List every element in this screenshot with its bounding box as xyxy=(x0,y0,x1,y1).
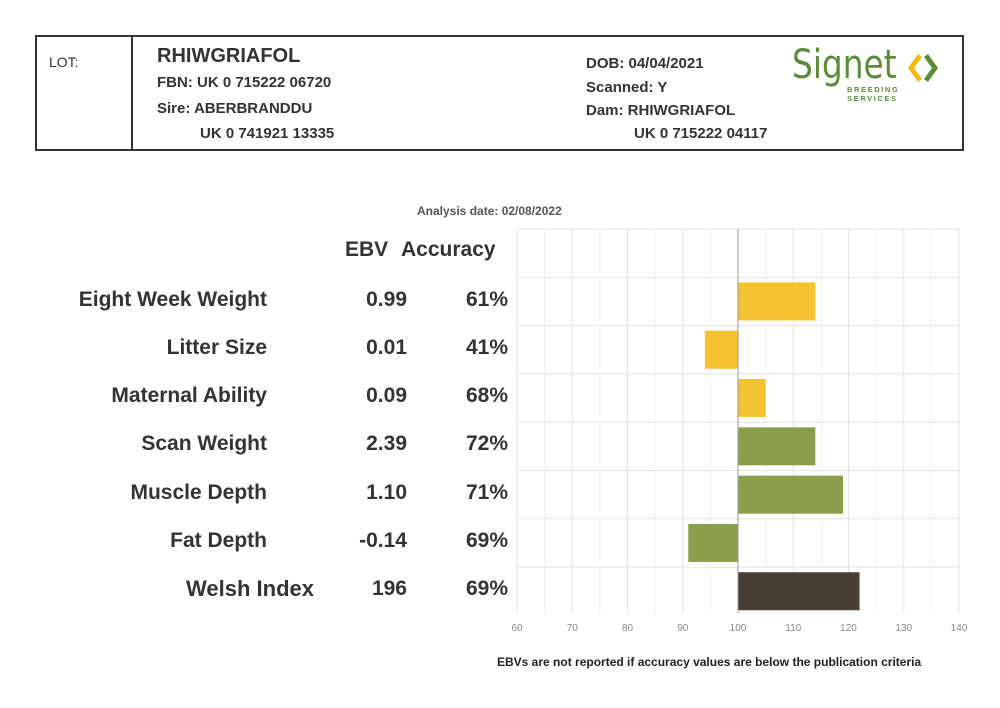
logo-wordmark: Signet xyxy=(792,42,897,88)
sire-id: UK 0 741921 13335 xyxy=(200,125,335,142)
trait-accuracy: 69% xyxy=(465,529,508,552)
trait-label: Scan Weight xyxy=(141,432,267,455)
animal-name: RHIWGRIAFOL xyxy=(157,45,301,67)
x-tick-label: 140 xyxy=(951,623,968,634)
trait-accuracy: 71% xyxy=(465,481,508,504)
x-tick-label: 90 xyxy=(677,623,689,634)
lot-label: LOT: xyxy=(49,54,79,70)
x-tick-label: 110 xyxy=(785,623,801,634)
signet-logo: Signet BREEDING SERVICES xyxy=(792,43,952,103)
bar-maternal-ability xyxy=(738,379,766,418)
trait-label: Eight Week Weight xyxy=(78,288,267,311)
x-tick-label: 100 xyxy=(730,623,747,634)
bar-eight-week-weight xyxy=(738,282,816,321)
trait-label: Maternal Ability xyxy=(111,384,267,407)
ebv-column-header: EBV xyxy=(345,238,389,261)
x-tick-label: 120 xyxy=(840,623,857,634)
index-accuracy: 69% xyxy=(465,577,508,600)
trait-accuracy: 68% xyxy=(465,384,508,407)
trait-ebv: 1.10 xyxy=(366,481,407,504)
analysis-date: Analysis date: 02/08/2022 xyxy=(417,204,562,218)
trait-accuracy: 41% xyxy=(465,336,508,359)
x-tick-label: 60 xyxy=(511,623,523,634)
trait-label: Fat Depth xyxy=(170,529,267,552)
trait-ebv: 0.99 xyxy=(366,288,407,311)
dam-line: Dam: RHIWGRIAFOL xyxy=(586,102,736,119)
trait-accuracy: 72% xyxy=(465,432,508,455)
signet-mark-icon xyxy=(908,54,938,82)
x-tick-label: 130 xyxy=(895,623,912,634)
header-divider xyxy=(131,37,133,149)
trait-accuracy: 61% xyxy=(465,288,508,311)
footnote: EBVs are not reported if accuracy values… xyxy=(497,655,922,669)
dam-id: UK 0 715222 04117 xyxy=(634,125,768,142)
x-tick-label: 70 xyxy=(567,623,579,634)
bar-welsh-index xyxy=(738,572,860,611)
trait-ebv: 2.39 xyxy=(366,432,407,455)
logo-tagline: BREEDING SERVICES xyxy=(847,85,900,103)
animal-header: LOT: RHIWGRIAFOL FBN: UK 0 715222 06720 … xyxy=(35,35,964,151)
sire-line: Sire: ABERBRANDDU xyxy=(157,100,313,117)
scanned: Scanned: Y xyxy=(586,79,668,96)
trait-label: Litter Size xyxy=(166,336,267,359)
dob: DOB: 04/04/2021 xyxy=(586,55,704,72)
trait-label: Muscle Depth xyxy=(130,481,267,504)
index-label: Welsh Index xyxy=(186,576,314,601)
bar-litter-size xyxy=(704,330,738,369)
x-tick-label: 80 xyxy=(622,623,634,634)
trait-ebv: 0.01 xyxy=(366,336,407,359)
trait-ebv: 0.09 xyxy=(366,384,407,407)
fbn: FBN: UK 0 715222 06720 xyxy=(157,74,332,91)
bar-scan-weight xyxy=(738,427,816,466)
index-ebv: 196 xyxy=(371,577,407,600)
bar-muscle-depth xyxy=(738,475,843,514)
trait-ebv: -0.14 xyxy=(359,529,407,552)
bar-fat-depth xyxy=(688,523,738,562)
accuracy-column-header: Accuracy xyxy=(401,238,496,261)
